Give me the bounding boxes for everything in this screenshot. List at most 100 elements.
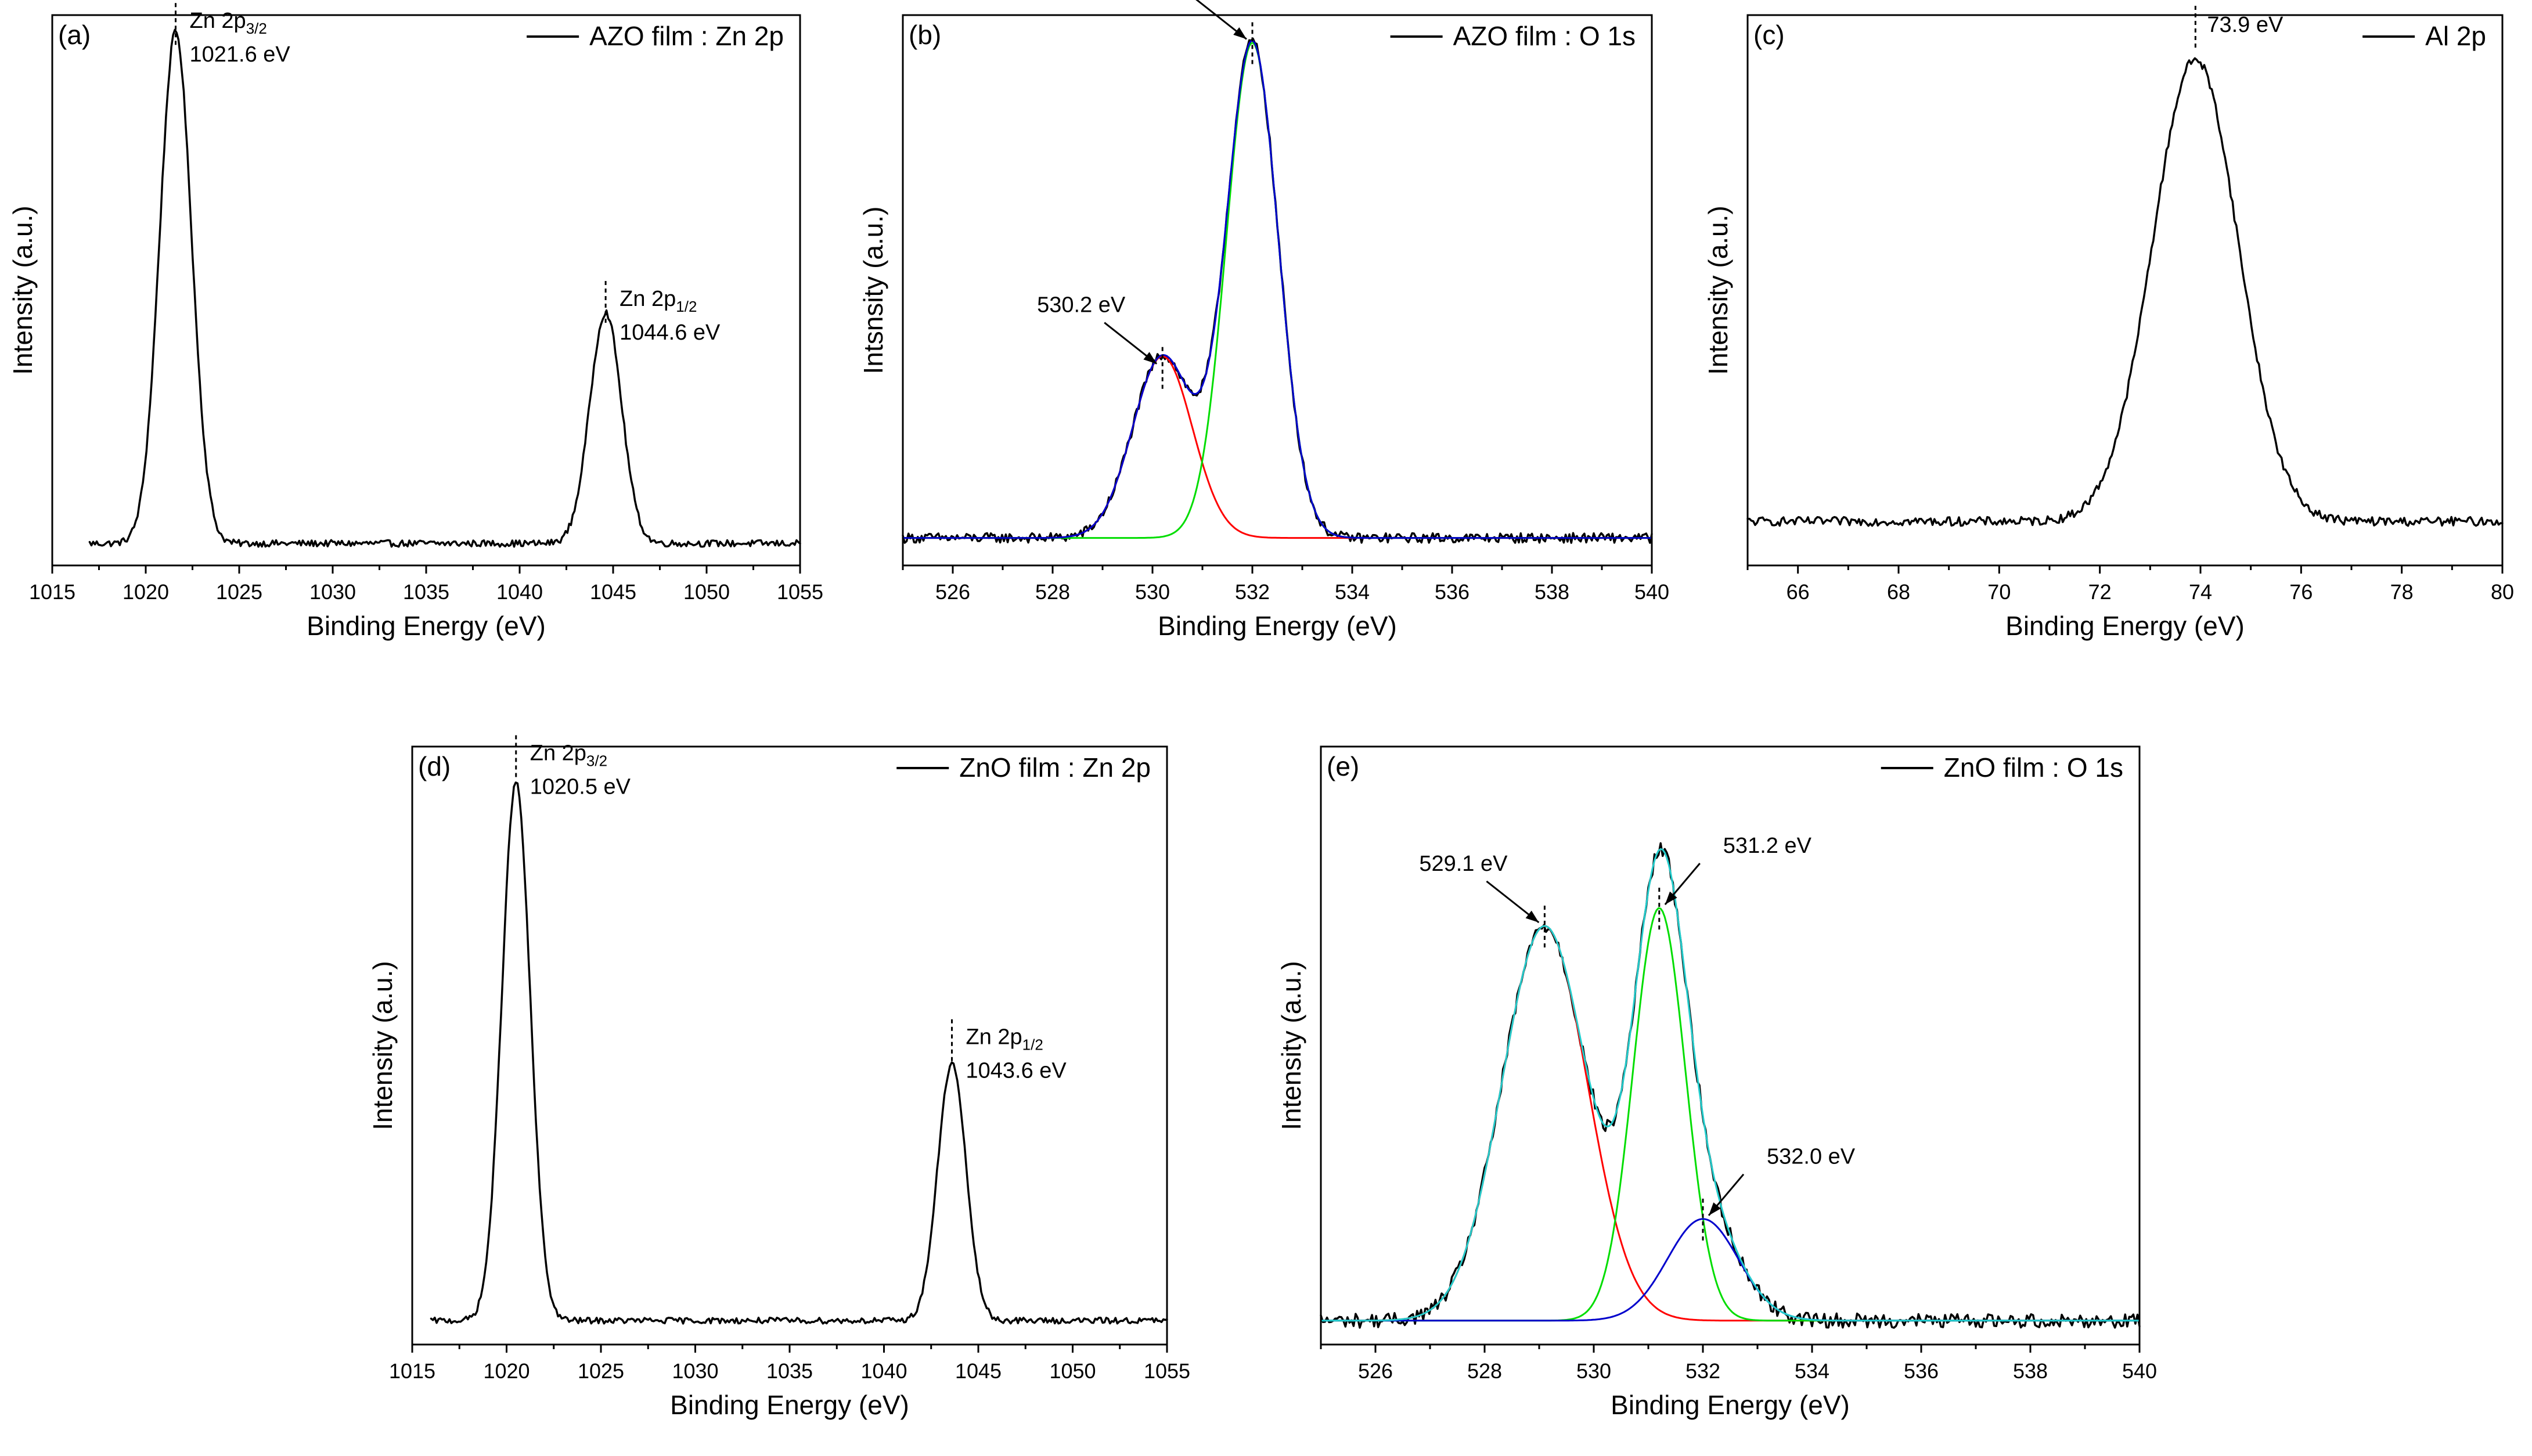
series-line-a-0	[88, 28, 801, 548]
x-axis-title-b: Binding Energy (eV)	[1158, 611, 1397, 641]
x-tick-label-a: 1055	[777, 580, 823, 604]
x-tick-label-b: 530	[1135, 580, 1170, 604]
peak-energy-label: 529.1 eV	[1419, 852, 1508, 876]
legend-label-d: ZnO film : Zn 2p	[959, 752, 1151, 783]
chart-panel-d: 1015 1020 1025 1030 1035 1040 1045 1050 1055 Bind…	[325, 731, 1254, 1456]
x-tick-label-c: 76	[2289, 580, 2313, 604]
annotation-arrowhead	[1525, 910, 1539, 922]
x-axis-title-d: Binding Energy (eV)	[670, 1390, 909, 1420]
peak-annotation-b-1: 532.0 eV	[1195, 0, 1254, 66]
legend-label-e: ZnO film : O 1s	[1944, 752, 2123, 783]
peak-energy-label: 1043.6 eV	[966, 1059, 1067, 1083]
peak-annotation-a-1: Zn 2p1/2 1044.6 eV	[604, 280, 721, 345]
chart-svg-b: 526 528 530 532 534 536 538 540 Binding Energy (…	[858, 0, 1669, 641]
x-tick-label-c: 68	[1887, 580, 1910, 604]
plot-frame-a	[51, 14, 801, 567]
series-line-b-2	[902, 42, 1653, 539]
x-tick-label-e: 534	[1795, 1359, 1829, 1383]
peak-name-subscript: 1/2	[1022, 1036, 1043, 1054]
peak-annotation-d-0: Zn 2p3/2 1020.5 eV	[515, 735, 631, 799]
x-tick-label-c: 66	[1787, 580, 1810, 604]
x-axis-title-a: Binding Energy (eV)	[307, 611, 546, 641]
peak-name-label: Zn 2p3/2	[530, 741, 607, 769]
x-tick-label-c: 72	[2088, 580, 2112, 604]
peak-name-main: Zn 2p	[190, 9, 246, 33]
peak-energy-label: 531.2 eV	[1723, 834, 1812, 858]
panel-label-d: (d)	[418, 751, 451, 781]
peak-energy-label: 1020.5 eV	[530, 774, 631, 799]
legend-label-b: AZO film : O 1s	[1453, 21, 1636, 51]
x-tick-label-d: 1050	[1049, 1359, 1096, 1383]
x-tick-label-c: 74	[2189, 580, 2212, 604]
peak-annotation-e-2: 532.0 eV	[1702, 1145, 1856, 1242]
x-tick-label-a: 1030	[309, 580, 356, 604]
plot-frame-d	[411, 745, 1168, 1346]
legend-b: AZO film : O 1s	[1390, 21, 1636, 51]
peak-annotation-c-0: 73.9 eV	[2194, 5, 2284, 49]
x-tick-label-b: 526	[935, 580, 970, 604]
peak-annotation-d-1: Zn 2p1/2 1043.6 eV	[951, 1019, 1067, 1083]
x-tick-label-a: 1015	[29, 580, 75, 604]
annotation-arrowhead	[1233, 27, 1247, 39]
x-tick-label-b: 532	[1235, 580, 1270, 604]
series-line-b-1	[902, 355, 1653, 539]
series-line-e-0	[1320, 842, 2141, 1329]
chart-svg-a: 1015 1020 1025 1030 1035 1040 1045 1050 1055 Bind…	[8, 3, 823, 641]
legend-c: Al 2p	[2362, 21, 2486, 51]
x-axis-title-c: Binding Energy (eV)	[2005, 611, 2245, 641]
chart-panel-c: 66 68 70 72 74 76 78 80 Binding Energy (eV) Inten…	[1672, 0, 2532, 679]
series-line-e-1	[1320, 925, 2141, 1322]
peak-name-main: Zn 2p	[966, 1025, 1022, 1050]
legend-label-a: AZO film : Zn 2p	[589, 21, 784, 51]
legend-e: ZnO film : O 1s	[1881, 752, 2123, 783]
plot-frame-c	[1746, 14, 2504, 567]
x-tick-label-b: 538	[1535, 580, 1569, 604]
x-tick-label-b: 536	[1435, 580, 1470, 604]
peak-annotation-e-0: 529.1 eV	[1419, 852, 1546, 949]
annotation-arrowhead	[1709, 1202, 1721, 1216]
peak-name-subscript: 1/2	[676, 298, 697, 315]
peak-annotation-a-0: Zn 2p3/2 1021.6 eV	[175, 3, 290, 67]
peak-energy-label: 73.9 eV	[2207, 13, 2284, 37]
x-tick-label-c: 70	[1987, 580, 2011, 604]
peak-name-subscript: 3/2	[586, 752, 607, 769]
x-tick-label-c: 78	[2390, 580, 2414, 604]
peak-name-main: Zn 2p	[620, 287, 676, 311]
series-line-d-0	[430, 781, 1168, 1325]
peak-energy-label: 530.2 eV	[1037, 293, 1126, 318]
x-tick-label-e: 538	[2013, 1359, 2048, 1383]
peak-name-subscript: 3/2	[246, 20, 267, 37]
annotation-arrowhead	[1143, 352, 1157, 364]
x-tick-label-c: 80	[2491, 580, 2514, 604]
x-tick-label-d: 1015	[389, 1359, 435, 1383]
y-axis-title-a: Intensity (a.u.)	[8, 206, 38, 374]
x-tick-label-a: 1025	[216, 580, 262, 604]
x-tick-label-a: 1045	[590, 580, 636, 604]
panel-label-c: (c)	[1753, 20, 1785, 50]
peak-name-main: Zn 2p	[530, 741, 586, 765]
x-tick-label-d: 1035	[766, 1359, 813, 1383]
panel-label-e: (e)	[1327, 751, 1359, 781]
y-axis-title-b: Intsnsity (a.u.)	[858, 207, 888, 374]
panel-label-a: (a)	[58, 20, 91, 50]
x-tick-label-d: 1020	[483, 1359, 530, 1383]
x-tick-label-a: 1050	[683, 580, 730, 604]
x-tick-label-e: 536	[1904, 1359, 1939, 1383]
peak-annotation-b-0: 530.2 eV	[1037, 293, 1164, 391]
x-tick-label-e: 528	[1467, 1359, 1502, 1383]
x-tick-label-e: 526	[1358, 1359, 1393, 1383]
x-tick-label-b: 528	[1035, 580, 1070, 604]
x-tick-label-a: 1035	[403, 580, 449, 604]
x-tick-label-b: 534	[1335, 580, 1370, 604]
peak-name-label: Zn 2p1/2	[966, 1025, 1043, 1054]
peak-name-label: Zn 2p3/2	[190, 9, 267, 37]
series-line-c-0	[1746, 57, 2504, 527]
panel-label-b: (b)	[909, 20, 941, 50]
x-tick-label-e: 530	[1576, 1359, 1611, 1383]
x-tick-label-d: 1055	[1144, 1359, 1190, 1383]
x-tick-label-d: 1025	[578, 1359, 624, 1383]
chart-svg-e: 526 528 530 532 534 536 538 540 Binding Energy (…	[1276, 745, 2157, 1420]
series-line-b-0	[902, 37, 1653, 544]
y-axis-title-c: Intensity (a.u.)	[1703, 206, 1733, 374]
chart-panel-a: 1015 1020 1025 1030 1035 1040 1045 1050 1055 Bind…	[0, 0, 824, 679]
